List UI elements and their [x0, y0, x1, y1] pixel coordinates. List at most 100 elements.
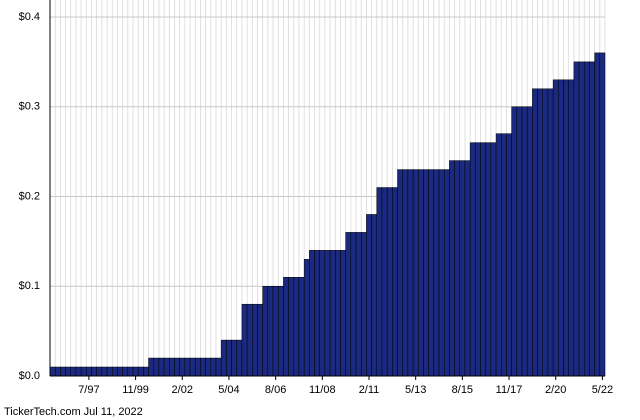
x-tick-label: 5/04: [218, 384, 239, 396]
bar: [231, 339, 237, 377]
bar: [262, 286, 269, 377]
bar: [293, 277, 300, 377]
bar: [568, 79, 575, 377]
y-tick-label: $0.4: [19, 11, 40, 23]
bar: [423, 169, 429, 377]
bar: [277, 286, 284, 377]
bar: [132, 366, 139, 377]
bar: [60, 366, 66, 377]
bar: [360, 232, 367, 377]
bar: [127, 366, 134, 377]
bar: [495, 133, 502, 377]
bar: [194, 357, 201, 377]
bar: [205, 357, 212, 377]
bar: [376, 187, 383, 377]
bar: [573, 61, 580, 377]
bar: [412, 169, 419, 377]
bar: [49, 366, 56, 377]
x-tick-label: 8/06: [265, 384, 286, 396]
bar: [137, 366, 144, 377]
bar: [210, 357, 217, 377]
bar: [371, 214, 378, 377]
bar: [153, 357, 160, 377]
bar: [599, 52, 606, 377]
bar: [490, 142, 497, 377]
x-tick-label: 5/22: [592, 384, 613, 396]
bar: [288, 277, 295, 377]
bar: [179, 357, 186, 377]
bar: [319, 250, 326, 377]
bar: [65, 366, 71, 377]
bar: [220, 339, 227, 377]
x-tick-label: 11/08: [309, 384, 336, 396]
bar: [464, 160, 471, 377]
bar: [143, 366, 149, 377]
bar: [298, 277, 305, 377]
bar: [340, 250, 346, 377]
bar: [75, 366, 82, 377]
bar: [552, 79, 559, 377]
bar: [438, 169, 445, 377]
bar: [189, 357, 196, 377]
bar: [324, 250, 331, 377]
bar: [272, 286, 279, 377]
x-tick-label: 11/17: [496, 384, 523, 396]
bar: [309, 250, 315, 377]
bar: [226, 339, 232, 377]
bar: [506, 133, 512, 377]
bar: [122, 366, 129, 377]
bar: [80, 366, 87, 377]
bar: [163, 357, 170, 377]
bar: [158, 357, 165, 377]
bar: [469, 142, 476, 377]
bar: [54, 366, 61, 377]
bar: [397, 169, 403, 377]
bar: [200, 357, 206, 377]
bar: [433, 169, 440, 377]
bar: [111, 366, 118, 377]
bar: [355, 232, 362, 377]
bar: [101, 366, 108, 377]
bar: [86, 366, 92, 377]
bar: [558, 79, 564, 377]
bar: [516, 106, 523, 377]
bar: [392, 187, 398, 377]
bar: [148, 357, 154, 377]
bar: [594, 52, 601, 377]
bar: [386, 187, 393, 377]
y-tick-label: $0.2: [19, 190, 40, 202]
bar: [184, 357, 191, 377]
bar: [584, 61, 590, 377]
x-tick-label: 2/11: [359, 384, 380, 396]
bar: [449, 160, 455, 377]
bar: [521, 106, 528, 377]
x-tick-label: 11/99: [122, 384, 149, 396]
bar: [532, 88, 538, 377]
bar: [485, 142, 492, 377]
bar: [428, 169, 435, 377]
bar: [303, 259, 310, 377]
bar: [329, 250, 336, 377]
bar: [215, 357, 222, 377]
bar: [267, 286, 274, 377]
bar: [241, 303, 248, 377]
bar: [91, 366, 97, 377]
bar: [407, 169, 414, 377]
y-tick-label: $0.0: [19, 370, 40, 382]
bar: [366, 214, 372, 377]
bar: [117, 366, 123, 377]
bar: [335, 250, 341, 377]
bar: [236, 339, 243, 377]
bar: [169, 357, 175, 377]
bar: [475, 142, 481, 377]
x-tick-label: 2/20: [545, 384, 566, 396]
bar: [537, 88, 544, 377]
bar: [402, 169, 409, 377]
x-tick-label: 7/97: [78, 384, 99, 396]
bar: [480, 142, 486, 377]
x-tick-label: 5/13: [405, 384, 426, 396]
bar: [283, 277, 289, 377]
bar: [257, 303, 263, 377]
bar: [459, 160, 466, 377]
bar: [526, 106, 533, 377]
